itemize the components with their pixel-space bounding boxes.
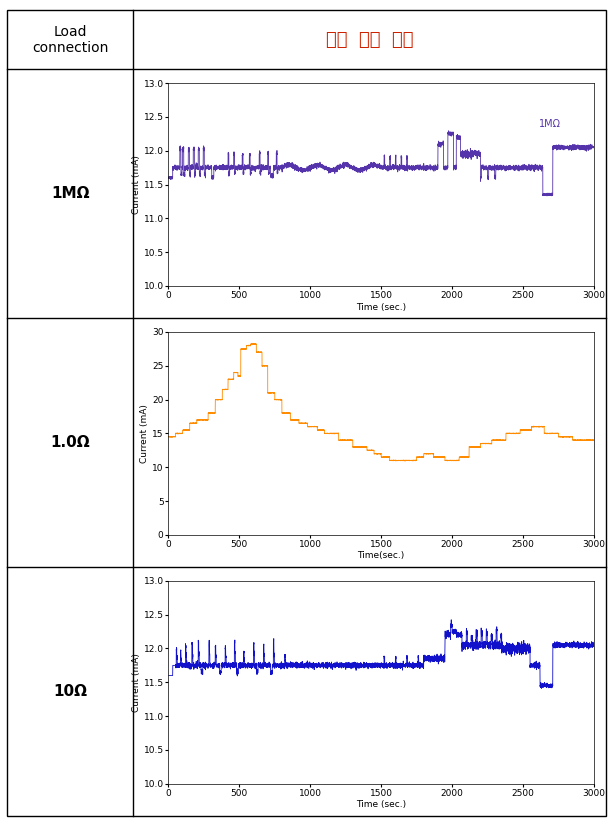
Y-axis label: Current (mA): Current (mA) — [140, 404, 150, 463]
Y-axis label: Current (mA): Current (mA) — [132, 155, 141, 214]
Text: 출력  전류  파형: 출력 전류 파형 — [326, 31, 413, 49]
Text: 1MΩ: 1MΩ — [51, 187, 89, 202]
Y-axis label: Current (mA): Current (mA) — [132, 653, 141, 712]
X-axis label: Time(sec.): Time(sec.) — [357, 552, 405, 561]
X-axis label: Time (sec.): Time (sec.) — [356, 302, 406, 311]
Text: 1.0Ω: 1.0Ω — [50, 435, 90, 450]
X-axis label: Time (sec.): Time (sec.) — [356, 800, 406, 809]
Text: 10Ω: 10Ω — [53, 684, 87, 699]
Text: 1MΩ: 1MΩ — [539, 119, 560, 129]
Text: Load
connection: Load connection — [32, 25, 109, 55]
